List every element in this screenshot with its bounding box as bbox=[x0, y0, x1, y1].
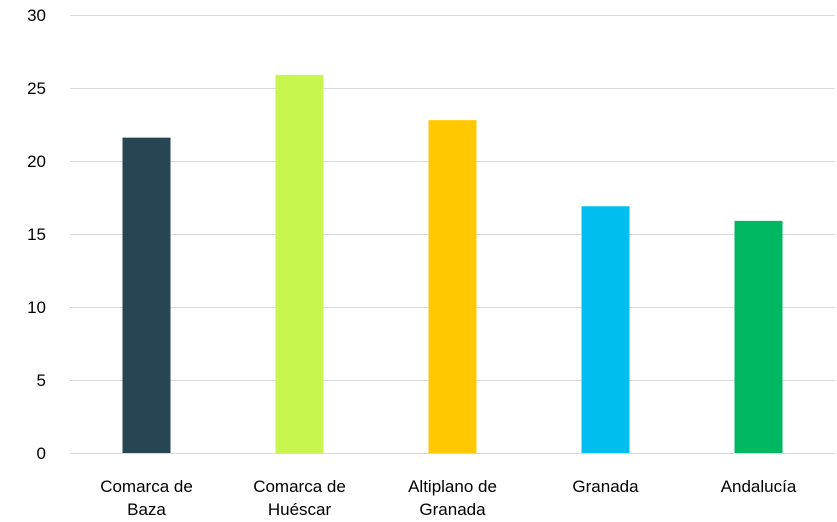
y-tick-label: 20 bbox=[27, 152, 46, 171]
y-tick-label: 10 bbox=[27, 298, 46, 317]
y-tick-label: 0 bbox=[37, 444, 46, 463]
x-category-label: Comarca de Baza bbox=[100, 477, 193, 519]
bar-2 bbox=[428, 120, 477, 454]
y-tick-label: 15 bbox=[27, 225, 46, 244]
x-category-label-line: Altiplano de bbox=[408, 477, 497, 496]
x-category-label-line: Andalucía bbox=[721, 477, 797, 496]
x-axis-labels: Comarca de Baza Comarca de Huéscar Altiplano… bbox=[100, 477, 797, 519]
bars bbox=[122, 74, 783, 454]
bar-4 bbox=[734, 220, 783, 453]
y-tick-label: 5 bbox=[37, 371, 46, 390]
x-category-label: Andalucía bbox=[721, 477, 797, 496]
x-category-label-line: Comarca de bbox=[253, 477, 346, 496]
x-category-label-line: Comarca de bbox=[100, 477, 193, 496]
bar-3 bbox=[581, 206, 630, 453]
x-category-label-line: Granada bbox=[419, 500, 486, 519]
y-tick-label: 25 bbox=[27, 79, 46, 98]
x-category-label-line: Granada bbox=[572, 477, 639, 496]
x-category-label: Altiplano de Granada bbox=[408, 477, 497, 519]
y-axis-ticks: 0 5 10 15 20 25 30 bbox=[27, 6, 46, 463]
y-tick-label: 30 bbox=[27, 6, 46, 25]
x-category-label-line: Baza bbox=[127, 500, 166, 519]
bar-1 bbox=[275, 74, 324, 454]
x-category-label: Comarca de Huéscar bbox=[253, 477, 346, 519]
x-category-label: Granada bbox=[572, 477, 639, 496]
bar-0 bbox=[122, 137, 171, 453]
x-category-label-line: Huéscar bbox=[268, 500, 332, 519]
